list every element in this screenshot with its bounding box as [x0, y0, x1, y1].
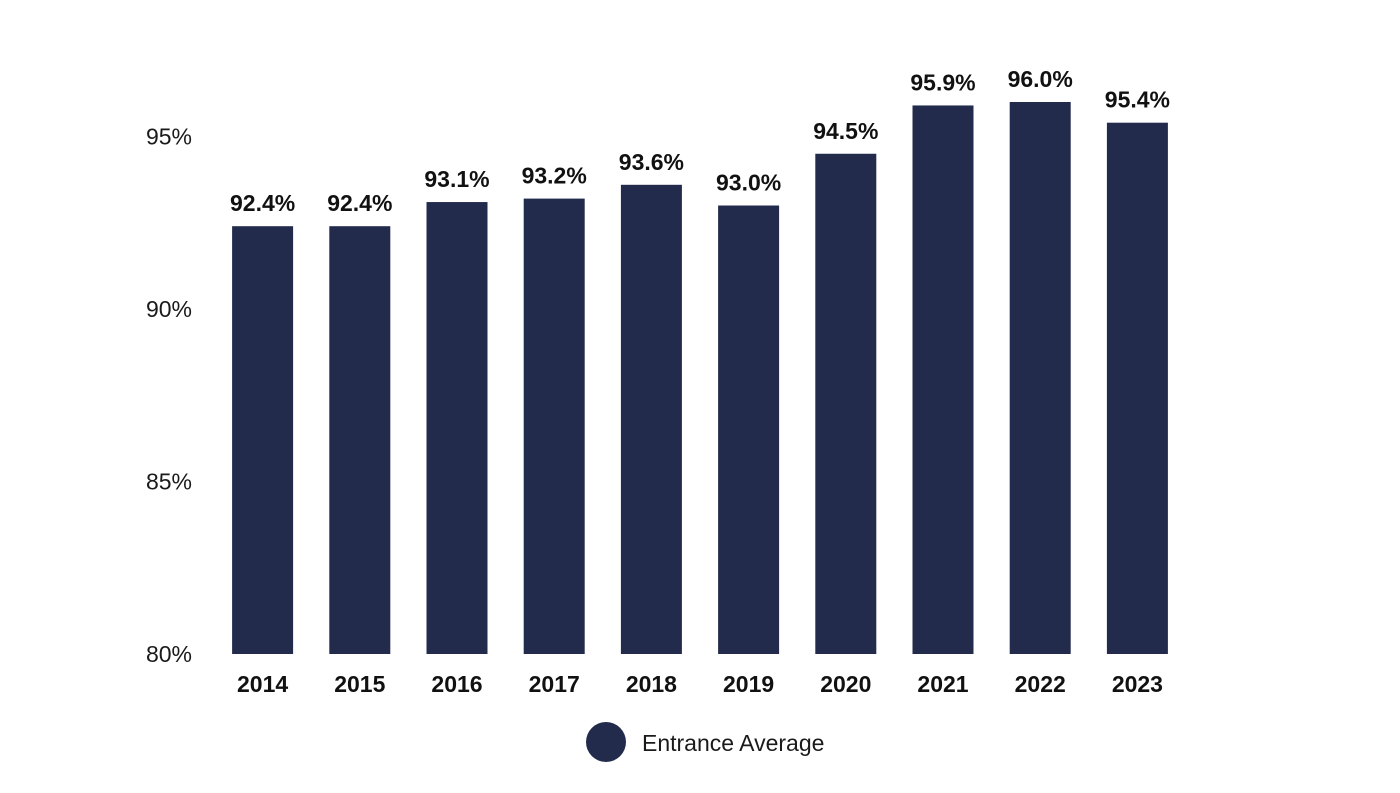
data-label-2014: 92.4%	[230, 190, 295, 216]
bar-2020[interactable]	[815, 153, 877, 654]
data-label-2015: 92.4%	[327, 190, 392, 216]
legend[interactable]: Entrance Average	[586, 722, 824, 762]
x-axis: 2014 2015 2016 2017 2018 2019 2020 2021 2022 2023	[237, 671, 1163, 697]
bars-group	[232, 102, 1168, 655]
y-tick-label: 80%	[146, 641, 192, 667]
y-axis: 80% 85% 90% 95%	[146, 124, 192, 668]
y-tick-label: 85%	[146, 469, 192, 495]
x-tick-label-2020: 2020	[820, 671, 871, 697]
y-tick-label: 90%	[146, 296, 192, 322]
data-labels-group: 92.4% 92.4% 93.1% 93.2% 93.6% 93.0% 94.5% 95.9%…	[230, 66, 1170, 216]
bar-2016[interactable]	[426, 202, 488, 655]
x-tick-label-2014: 2014	[237, 671, 288, 697]
bar-2021[interactable]	[912, 105, 974, 654]
bar-2014[interactable]	[232, 226, 294, 654]
x-tick-label-2021: 2021	[917, 671, 968, 697]
y-tick-label: 95%	[146, 124, 192, 150]
data-label-2018: 93.6%	[619, 149, 684, 175]
legend-marker-icon	[586, 722, 626, 762]
bar-2018[interactable]	[620, 184, 682, 655]
bar-2023[interactable]	[1106, 122, 1168, 654]
bar-2015[interactable]	[329, 226, 391, 654]
data-label-2021: 95.9%	[910, 69, 975, 95]
bar-2017[interactable]	[523, 198, 585, 654]
bar-2019[interactable]	[718, 205, 780, 655]
data-label-2023: 95.4%	[1105, 87, 1170, 113]
x-tick-label-2018: 2018	[626, 671, 677, 697]
x-tick-label-2023: 2023	[1112, 671, 1163, 697]
x-tick-label-2015: 2015	[334, 671, 385, 697]
data-label-2017: 93.2%	[522, 163, 587, 189]
x-tick-label-2017: 2017	[529, 671, 580, 697]
x-tick-label-2022: 2022	[1015, 671, 1066, 697]
data-label-2022: 96.0%	[1008, 66, 1073, 92]
bar-2022[interactable]	[1009, 102, 1071, 654]
data-label-2016: 93.1%	[424, 166, 489, 192]
legend-label: Entrance Average	[642, 730, 824, 756]
x-tick-label-2016: 2016	[431, 671, 482, 697]
data-label-2019: 93.0%	[716, 170, 781, 196]
x-tick-label-2019: 2019	[723, 671, 774, 697]
data-label-2020: 94.5%	[813, 118, 878, 144]
